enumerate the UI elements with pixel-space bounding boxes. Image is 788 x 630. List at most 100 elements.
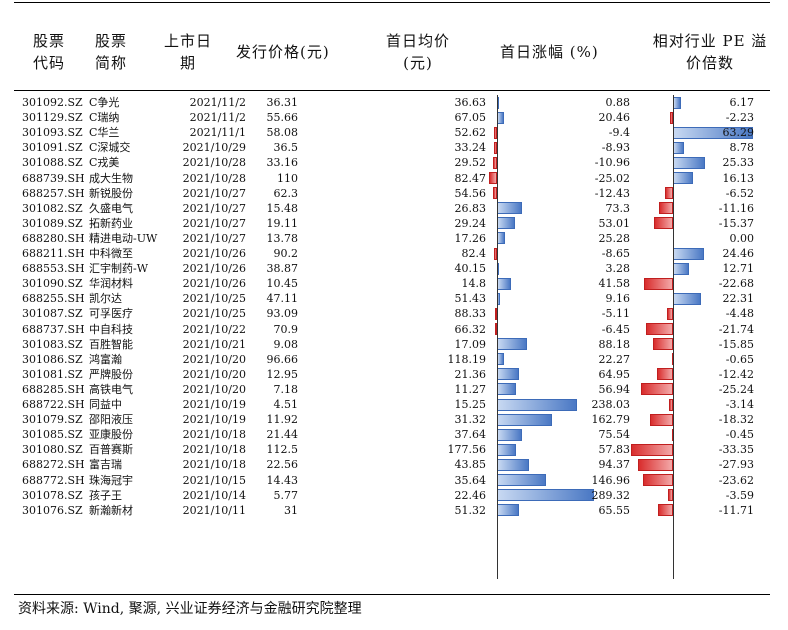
cell-gain: 88.18 [598,337,631,351]
pe-bar [657,368,673,381]
gain-bar [497,217,515,230]
cell-gain: 73.3 [605,201,631,215]
cell-gain: 75.54 [598,428,631,442]
cell-name: C戎美 [89,156,120,170]
cell-avg: 29.52 [454,156,487,170]
gain-bar [497,443,517,456]
table-row: 688280.SH 精进电动-UW 2021/10/27 13.78 17.26 25.2… [0,231,788,246]
cell-pe: -2.23 [725,111,754,125]
header-code: 股票 代码 [32,32,65,72]
cell-gain: 3.28 [605,262,631,276]
table-row: 301089.SZ 拓新药业 2021/10/27 19.11 29.24 53.01 -1… [0,216,788,231]
header-rule [14,90,770,91]
cell-code: 301093.SZ [22,126,83,140]
cell-pe: 12.71 [722,262,755,276]
cell-code: 688737.SH [22,322,85,336]
cell-name: 富吉瑞 [89,458,122,472]
cell-avg: 67.05 [454,111,487,125]
cell-name: 久盛电气 [89,201,133,215]
cell-code: 301089.SZ [22,216,83,230]
cell-code: 301080.SZ [22,443,83,457]
cell-code: 688285.SH [22,382,85,396]
table-row: 301078.SZ 孩子王 2021/10/14 5.77 22.46 289.32 -3.… [0,488,788,503]
cell-price: 110 [277,171,298,185]
cell-date: 2021/10/18 [182,443,246,457]
cell-avg: 51.32 [454,503,487,517]
cell-gain: 0.88 [605,96,631,109]
cell-date: 2021/10/15 [182,473,246,487]
cell-gain: 289.32 [591,488,631,502]
table-row: 688772.SH 珠海冠宇 2021/10/15 14.43 35.64 146.96 -… [0,473,788,488]
cell-code: 301092.SZ [22,96,83,109]
cell-name: 百普赛斯 [89,443,133,457]
cell-gain: 53.01 [598,216,631,230]
cell-pe: -6.52 [725,186,754,200]
cell-date: 2021/10/11 [182,503,246,517]
cell-code: 301081.SZ [22,367,83,381]
cell-code: 688772.SH [22,473,85,487]
cell-name: 中科微至 [89,247,133,260]
cell-date: 2021/10/25 [182,307,246,321]
gain-bar [493,126,497,139]
pe-bar [645,323,673,335]
cell-name: 拓新药业 [89,216,133,230]
cell-name: 邵阳液压 [89,413,133,427]
cell-date: 2021/10/20 [182,382,246,396]
cell-pe: -0.65 [725,352,754,366]
cell-code: 688722.SH [22,398,85,411]
cell-gain: 65.55 [598,503,631,517]
cell-name: 凯尔达 [89,292,122,306]
cell-price: 15.48 [266,201,299,215]
cell-price: 7.18 [273,382,299,396]
cell-avg: 17.09 [454,337,487,351]
table-row: 688255.SH 凯尔达 2021/10/25 47.11 51.43 9.16 22.3… [0,291,788,306]
cell-pe: -0.45 [725,428,754,442]
cell-price: 13.78 [266,231,299,245]
cell-price: 55.66 [266,111,299,125]
cell-name: C瑞纳 [89,111,120,125]
cell-price: 58.08 [266,126,299,140]
cell-gain: 9.16 [605,292,631,306]
cell-gain: 25.28 [598,231,631,245]
cell-date: 2021/10/14 [182,488,246,502]
cell-name: 同益中 [89,398,122,411]
cell-date: 2021/10/27 [182,201,246,215]
cell-price: 11.92 [266,413,299,427]
cell-price: 22.56 [266,458,299,472]
cell-avg: 17.26 [454,231,487,245]
gain-bar [488,172,497,184]
cell-price: 4.51 [273,398,299,411]
cell-avg: 26.83 [454,201,487,215]
cell-price: 19.11 [266,216,299,230]
cell-price: 36.31 [266,96,299,109]
cell-code: 301085.SZ [22,428,83,442]
cell-code: 688739.SH [22,171,85,185]
gain-bar [497,428,523,441]
gain-bar [497,353,505,366]
gain-bar [497,277,511,290]
cell-pe: -11.16 [718,201,754,215]
cell-date: 2021/10/29 [182,141,246,155]
header-gain: 首日涨幅 (%) [500,43,599,61]
cell-code: 688272.SH [22,458,85,472]
pe-bar [644,277,673,290]
table-row: 301082.SZ 久盛电气 2021/10/27 15.48 26.83 73.3 -11… [0,201,788,216]
cell-date: 2021/10/25 [182,292,246,306]
pe-bar [670,111,673,124]
cell-date: 2021/10/27 [182,216,246,230]
cell-avg: 43.85 [454,458,487,472]
cell-pe: -25.24 [718,382,754,396]
cell-date: 2021/11/2 [189,96,246,109]
cell-code: 301078.SZ [22,488,83,502]
cell-gain: -5.11 [601,307,630,321]
table-row: 688553.SH 汇宇制药-W 2021/10/26 38.87 40.15 3.28 1… [0,261,788,276]
cell-price: 112.5 [266,443,299,457]
cell-pe: -21.74 [718,322,754,336]
cell-avg: 35.64 [454,473,487,487]
gain-bar [495,307,498,320]
cell-name: 孩子王 [89,488,122,502]
cell-avg: 22.46 [454,488,487,502]
cell-name: C争光 [89,96,120,109]
table-row: 301090.SZ 华润材料 2021/10/26 10.45 14.8 41.58 -22… [0,276,788,291]
cell-pe: 24.46 [722,247,755,260]
